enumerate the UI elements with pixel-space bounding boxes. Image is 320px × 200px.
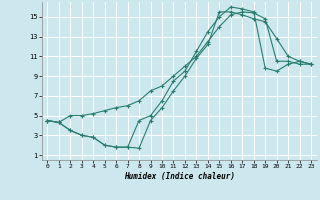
X-axis label: Humidex (Indice chaleur): Humidex (Indice chaleur) [124,172,235,181]
